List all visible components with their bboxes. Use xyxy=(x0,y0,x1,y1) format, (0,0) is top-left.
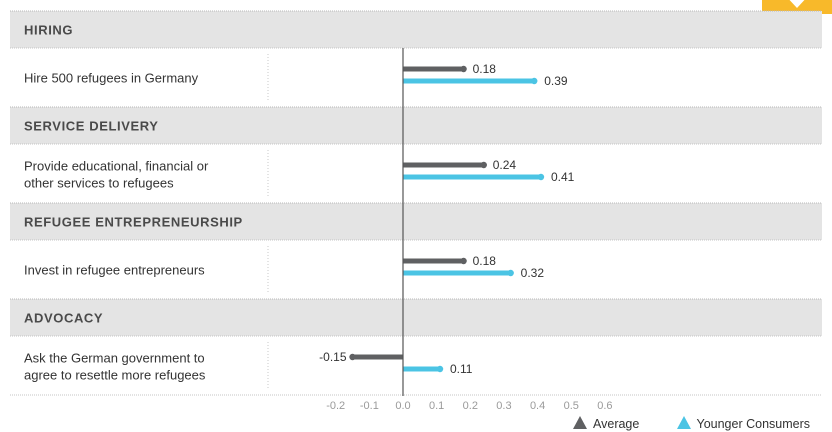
average-value-label: -0.15 xyxy=(319,350,347,364)
row-label: Ask the German government to xyxy=(24,351,205,366)
younger-bar-endpoint xyxy=(436,365,444,373)
legend-label-average: Average xyxy=(593,417,639,431)
legend-label-younger: Younger Consumers xyxy=(697,417,811,431)
average-bar-endpoint xyxy=(480,161,487,169)
younger-value-label: 0.39 xyxy=(544,74,568,88)
younger-value-label: 0.11 xyxy=(450,362,473,376)
x-tick-label: 0.2 xyxy=(463,400,478,412)
x-tick-label: 0.1 xyxy=(429,400,444,412)
younger-value-label: 0.41 xyxy=(551,170,575,184)
average-value-label: 0.18 xyxy=(473,254,497,268)
average-value-label: 0.24 xyxy=(493,158,517,172)
x-tick-label: 0.3 xyxy=(496,400,511,412)
row-label: other services to refugees xyxy=(24,176,174,191)
section-header-label: REFUGEE ENTREPRENEURSHIP xyxy=(24,215,243,230)
x-tick-label: 0.4 xyxy=(530,400,545,412)
section-header-label: ADVOCACY xyxy=(24,311,103,326)
x-tick-label: -0.2 xyxy=(326,400,345,412)
section-header-label: SERVICE DELIVERY xyxy=(24,119,159,134)
x-tick-label: 0.6 xyxy=(597,400,612,412)
section-header-band xyxy=(10,299,822,336)
section-header-band xyxy=(10,107,822,144)
row-label: Invest in refugee entrepreneurs xyxy=(24,263,205,278)
average-bar-endpoint xyxy=(460,65,467,73)
row-label: Provide educational, financial or xyxy=(24,159,209,174)
younger-bar-endpoint xyxy=(531,77,538,85)
legend-triangle-average-icon xyxy=(573,416,587,429)
x-tick-label: -0.1 xyxy=(360,400,379,412)
younger-bar-endpoint xyxy=(507,269,514,277)
x-tick-label: 0.0 xyxy=(395,400,410,412)
legend-triangle-younger-icon xyxy=(677,416,691,429)
average-bar-endpoint xyxy=(349,353,356,361)
younger-value-label: 0.32 xyxy=(521,266,545,280)
average-bar-endpoint xyxy=(460,257,467,265)
section-header-band xyxy=(10,203,822,240)
row-label: agree to resettle more refugees xyxy=(24,368,206,383)
x-tick-label: 0.5 xyxy=(564,400,579,412)
section-header-label: HIRING xyxy=(24,23,73,38)
younger-bar-endpoint xyxy=(537,173,545,181)
average-value-label: 0.18 xyxy=(473,62,497,76)
row-label: Hire 500 refugees in Germany xyxy=(24,71,199,86)
section-header-band xyxy=(10,11,822,48)
